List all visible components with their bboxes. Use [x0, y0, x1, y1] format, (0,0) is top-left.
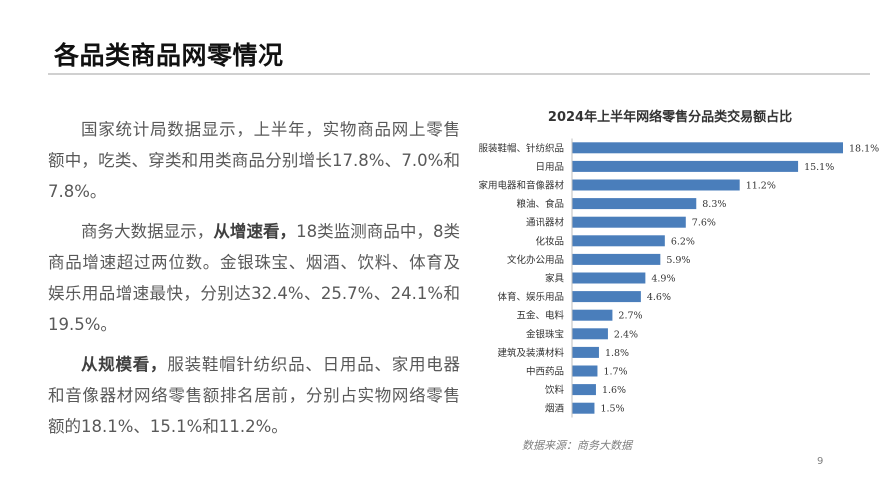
data-label: 4.9%	[651, 274, 675, 285]
data-label: 11.2%	[746, 181, 776, 192]
bar	[572, 291, 641, 303]
category-label: 烟酒	[545, 403, 565, 415]
bar	[572, 216, 686, 228]
bar	[572, 365, 598, 377]
category-label: 五金、电料	[516, 310, 564, 322]
category-label: 服装鞋帽、针纺织品	[478, 142, 564, 154]
category-label: 中西药品	[526, 366, 564, 378]
category-label: 化妆品	[535, 235, 564, 247]
text-run: 服装鞋帽针纺织品、日用品、家用电器和音像器材网络零售额排名居前，分别占实物网络零…	[48, 355, 461, 436]
bar	[572, 346, 599, 358]
data-label: 5.9%	[666, 255, 690, 266]
bar	[572, 402, 595, 414]
bar	[572, 142, 843, 154]
data-source: 数据来源：商务大数据	[522, 439, 632, 452]
data-label: 1.5%	[600, 404, 624, 415]
data-label: 8.3%	[702, 199, 726, 210]
data-label: 18.1%	[849, 143, 879, 154]
bar	[572, 179, 740, 191]
category-label: 金银珠宝	[526, 328, 564, 340]
data-label: 4.6%	[647, 292, 671, 303]
category-label: 饮料	[545, 384, 565, 396]
paragraph-3: 从规模看，服装鞋帽针纺织品、日用品、家用电器和音像器材网络零售额排名居前，分别占…	[48, 349, 460, 442]
category-label: 家用电器和音像器材	[478, 180, 564, 192]
bar	[572, 253, 661, 265]
bar	[572, 384, 596, 396]
category-label: 体育、娱乐用品	[497, 291, 564, 303]
paragraph-2: 商务大数据显示，从增速看，18类监测商品中，8类商品增速超过两位数。金银珠宝、烟…	[48, 216, 460, 340]
data-label: 1.7%	[603, 367, 627, 378]
data-label: 1.8%	[605, 348, 629, 359]
data-label: 2.7%	[618, 311, 642, 322]
bold-text-run: 从增速看，	[213, 222, 297, 241]
bar	[572, 272, 646, 284]
category-label: 家具	[545, 273, 565, 285]
bar	[572, 198, 697, 210]
title-divider	[48, 73, 870, 75]
bar	[572, 160, 799, 172]
data-label: 1.6%	[602, 385, 626, 396]
chart-title: 2024年上半年网络零售分品类交易额占比	[547, 110, 793, 125]
slide-title: 各品类商品网零情况	[54, 41, 284, 70]
data-label: 7.6%	[692, 218, 716, 229]
data-label: 15.1%	[804, 162, 834, 173]
bold-text-run: 从规模看，	[81, 355, 168, 374]
category-label: 建筑及装潢材料	[497, 347, 564, 359]
paragraph-1: 国家统计局数据显示，上半年，实物商品网上零售额中，吃类、穿类和用类商品分别增长1…	[48, 114, 460, 207]
text-run: 商务大数据显示，	[81, 222, 214, 241]
category-label: 粮油、食品	[516, 198, 564, 210]
text-run: 国家统计局数据显示，上半年，实物商品网上零售额中，吃类、穿类和用类商品分别增长1…	[48, 120, 460, 201]
category-label: 文化办公用品	[507, 254, 564, 266]
category-label: 日用品	[535, 162, 564, 173]
text-run: 18类监测商品中，8类商品增速超过两位数。金银珠宝、烟酒、饮料、体育及娱乐用品增…	[48, 222, 461, 334]
data-label: 6.2%	[671, 236, 695, 247]
bar	[572, 309, 613, 321]
page-number: 9	[817, 456, 824, 467]
bar	[572, 328, 608, 340]
data-label: 2.4%	[614, 329, 638, 340]
bar	[572, 235, 665, 247]
category-label: 通讯器材	[526, 217, 565, 229]
body-text: 国家统计局数据显示，上半年，实物商品网上零售额中，吃类、穿类和用类商品分别增长1…	[48, 114, 460, 451]
